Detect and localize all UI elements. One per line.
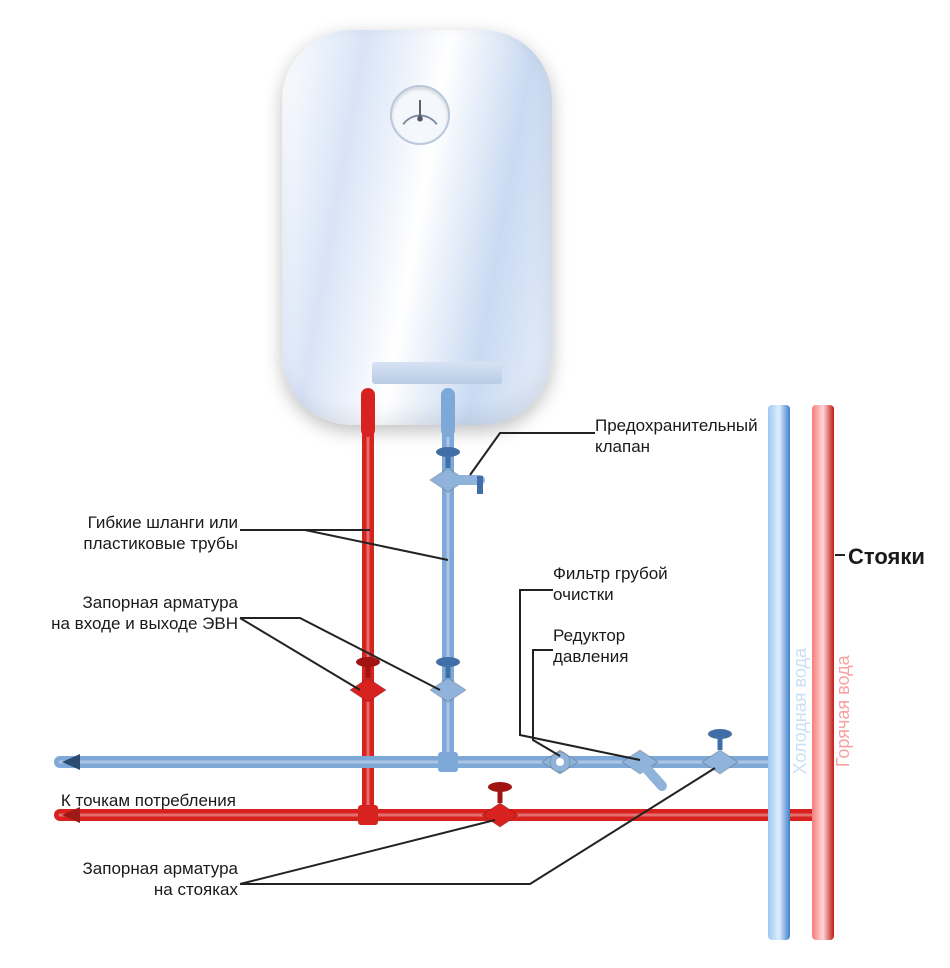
label-shutoff_risers: Запорная арматурана стояках (83, 858, 238, 901)
leader-risers1 (240, 820, 495, 884)
leader-ewh1 (240, 618, 360, 690)
label-coarse_filter: Фильтр грубойочистки (553, 563, 668, 606)
valve-reducer (542, 750, 578, 774)
label-to_consumers: К точкам потребления (61, 790, 236, 811)
valves (350, 447, 738, 827)
leader-filter (520, 590, 640, 760)
label-cold_water: Холодная вода (789, 631, 812, 791)
label-safety_valve: Предохранительныйклапан (595, 415, 758, 458)
leader-ewh2 (240, 618, 440, 690)
hot-riser (812, 405, 834, 940)
label-shutoff_ewh: Запорная арматурана входе и выходе ЭВН (51, 592, 238, 635)
label-hot_water: Горячая вода (832, 631, 855, 791)
leader-safety (470, 433, 595, 475)
label-risers: Стояки (848, 543, 925, 571)
diagram-canvas: Предохранительныйклапан Гибкие шланги или… (0, 0, 950, 968)
piping-layer (0, 0, 950, 968)
valve-cold_ewh (430, 657, 466, 702)
label-pressure_reducer: Редуктордавления (553, 625, 628, 668)
valve-hot_ewh (350, 657, 386, 702)
cold-riser (768, 405, 790, 940)
leader-flex2 (240, 530, 448, 560)
label-flex_hoses: Гибкие шланги илипластиковые трубы (83, 512, 238, 555)
